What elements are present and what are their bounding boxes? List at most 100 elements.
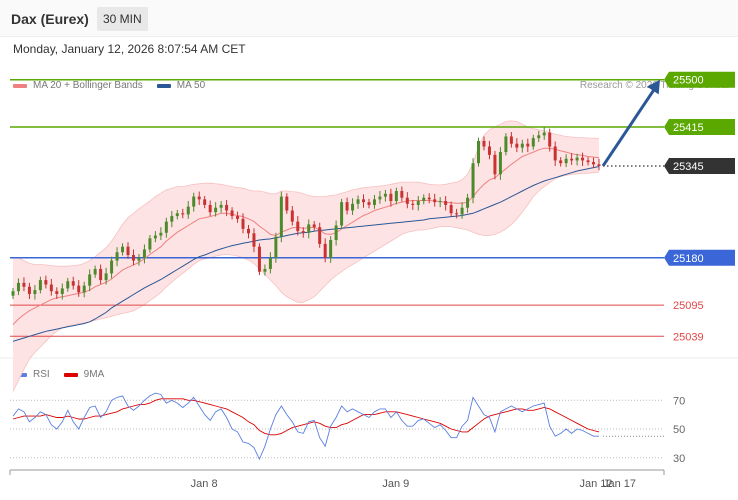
candle-body xyxy=(60,288,64,294)
ma20-legend-label: MA 20 + Bollinger Bands xyxy=(33,80,143,91)
time-axis-label-0: Jan 8 xyxy=(191,478,218,490)
forecast-arrow-head xyxy=(646,79,660,95)
candle-body xyxy=(71,281,75,286)
bollinger-lower-line xyxy=(12,171,600,392)
candle-body xyxy=(22,282,26,287)
candle-body xyxy=(466,197,470,208)
candle-body xyxy=(422,197,426,202)
candle-body xyxy=(427,197,431,200)
candle-body xyxy=(597,164,601,166)
rsi-legend-label: RSI xyxy=(33,369,50,380)
rsi-ma9-line xyxy=(12,398,600,436)
candle-body xyxy=(263,268,267,272)
candle-body xyxy=(362,199,366,203)
candle-body xyxy=(110,260,114,274)
candle-body xyxy=(203,199,207,205)
candle-body xyxy=(170,216,174,222)
candle-body xyxy=(356,199,360,204)
candle-body xyxy=(323,243,327,258)
candle-body xyxy=(504,136,508,153)
time-axis-label-2: Jan 12 xyxy=(580,478,613,490)
candle-body xyxy=(575,157,579,161)
candle-body xyxy=(252,233,256,247)
candle-body xyxy=(400,191,404,198)
candle-body xyxy=(44,280,48,285)
candle-body xyxy=(307,224,311,233)
level-tag-25180 xyxy=(664,249,735,266)
candle-body xyxy=(340,202,344,226)
candle-body xyxy=(268,257,272,269)
ma50-legend-swatch xyxy=(156,83,171,88)
candle-body xyxy=(515,143,519,148)
candle-body xyxy=(329,240,333,258)
candle-body xyxy=(274,236,278,258)
candle-body xyxy=(444,201,448,205)
candle-body xyxy=(449,204,453,214)
candle-body xyxy=(285,196,289,211)
candle-body xyxy=(553,146,557,161)
candle-body xyxy=(11,291,15,296)
rsi-tick-70: 70 xyxy=(673,395,685,407)
candle-body xyxy=(482,140,486,147)
candle-body xyxy=(153,235,157,239)
candle-body xyxy=(471,163,475,198)
candle-body xyxy=(411,203,415,205)
candle-body xyxy=(592,162,596,165)
ma50-line xyxy=(12,166,600,342)
ma50-legend-label: MA 50 xyxy=(176,80,206,91)
candle-body xyxy=(33,290,37,294)
rsi-tick-50: 50 xyxy=(673,424,685,436)
candle-body xyxy=(279,196,283,237)
candle-body xyxy=(186,206,190,215)
main-legend: MA 20 + Bollinger Bands MA 50 xyxy=(13,80,205,91)
level-tag-25500 xyxy=(664,71,735,88)
candle-body xyxy=(477,140,481,164)
candle-body xyxy=(526,143,530,147)
candle-body xyxy=(142,249,146,258)
candle-body xyxy=(570,158,574,161)
chart-datetime: Monday, January 12, 2026 8:07:54 AM CET xyxy=(13,42,246,56)
ma20-legend-swatch xyxy=(13,83,27,88)
candle-body xyxy=(564,158,568,164)
candle-body xyxy=(257,246,261,272)
level-tag-25415 xyxy=(664,119,735,136)
candle-body xyxy=(104,273,108,281)
candle-body xyxy=(433,199,437,203)
candle-body xyxy=(498,152,502,175)
candle-body xyxy=(208,204,212,213)
candle-body xyxy=(312,224,316,228)
ma9-legend-label: 9MA xyxy=(83,369,105,380)
candle-body xyxy=(197,196,201,200)
candle-body xyxy=(164,221,168,233)
candle-body xyxy=(318,227,322,244)
candle-body xyxy=(246,228,250,234)
time-axis-label-1: Jan 9 xyxy=(382,478,409,490)
rsi-tick-30: 30 xyxy=(673,453,685,465)
candle-body xyxy=(192,196,196,207)
candle-body xyxy=(137,257,141,261)
level-label-25180: 25180 xyxy=(673,253,704,265)
level-label-25345: 25345 xyxy=(673,161,704,173)
candle-body xyxy=(531,138,535,147)
timeframe-button[interactable]: 30 MIN xyxy=(97,7,148,31)
candle-body xyxy=(438,201,442,203)
candle-body xyxy=(416,201,420,205)
candle-body xyxy=(49,284,53,292)
candle-body xyxy=(487,146,491,155)
candle-body xyxy=(175,213,179,217)
candle-body xyxy=(394,191,398,202)
rsi-line xyxy=(12,392,599,461)
level-label-25039: 25039 xyxy=(673,331,704,343)
bollinger-upper-line xyxy=(13,120,600,267)
rsi-panel: 70 50 30 xyxy=(10,392,685,465)
candle-body xyxy=(559,160,563,164)
candle-body xyxy=(405,197,409,204)
candle-body xyxy=(159,232,163,236)
time-axis-label-3: Jan 17 xyxy=(603,478,636,490)
level-tag-25345 xyxy=(664,157,735,174)
candle-body xyxy=(537,135,541,139)
level-label-25415: 25415 xyxy=(673,122,704,134)
candle-body xyxy=(290,210,294,222)
